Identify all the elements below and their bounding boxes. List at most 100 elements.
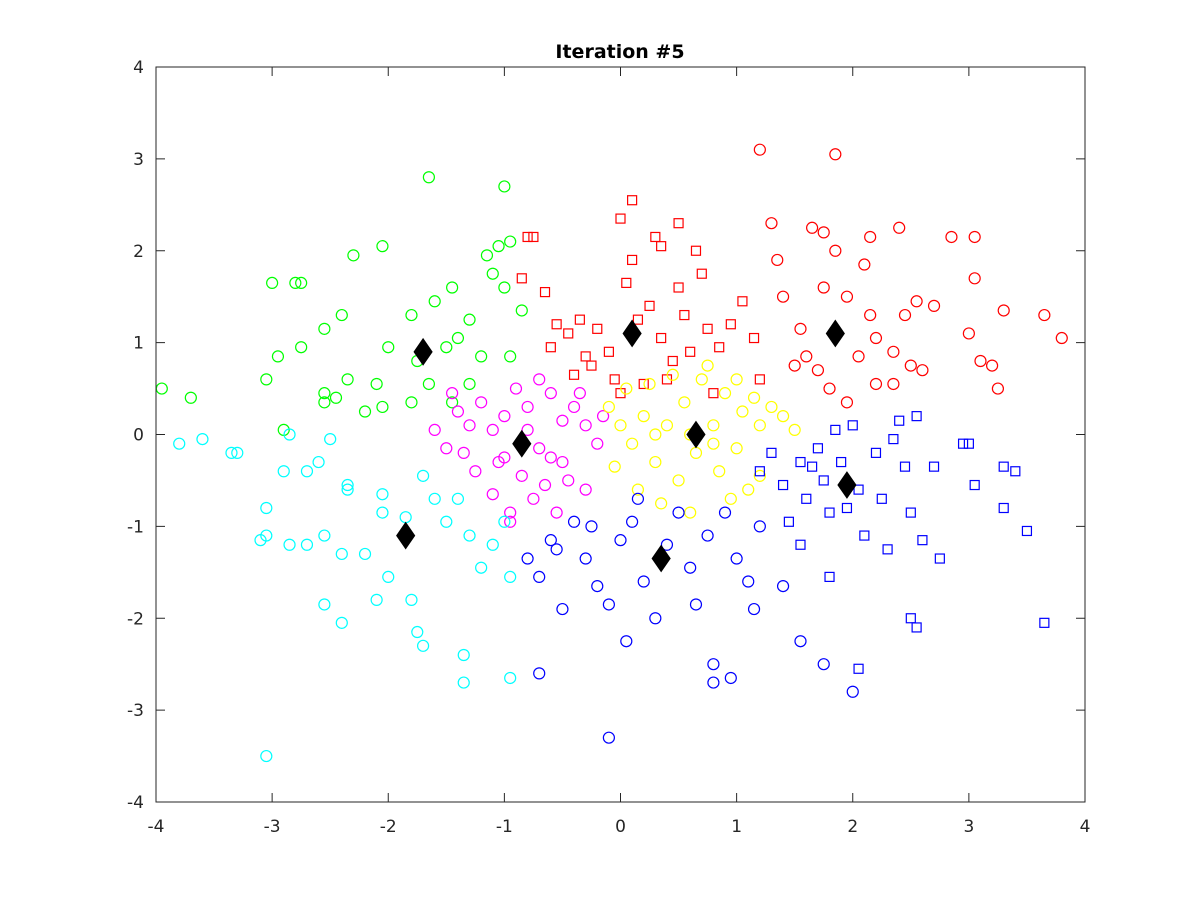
data-point bbox=[840, 290, 854, 303]
data-point bbox=[736, 405, 749, 418]
data-point bbox=[621, 277, 632, 289]
data-point bbox=[509, 382, 523, 395]
data-point bbox=[638, 378, 649, 390]
data-point bbox=[806, 221, 819, 234]
data-point bbox=[376, 488, 389, 501]
data-point bbox=[730, 442, 743, 455]
data-point bbox=[544, 387, 557, 400]
data-point bbox=[528, 231, 539, 243]
centroid-marker bbox=[512, 429, 532, 458]
data-point bbox=[428, 295, 441, 308]
data-point bbox=[864, 308, 877, 322]
data-point bbox=[416, 639, 430, 652]
data-point bbox=[440, 442, 453, 455]
data-point bbox=[742, 575, 755, 588]
data-point bbox=[283, 428, 296, 441]
data-point bbox=[753, 419, 766, 432]
data-point bbox=[934, 553, 945, 564]
data-point bbox=[724, 671, 737, 685]
data-point bbox=[602, 598, 615, 611]
data-point bbox=[852, 350, 865, 363]
data-point bbox=[841, 502, 853, 514]
data-point bbox=[649, 612, 662, 625]
data-point bbox=[650, 231, 661, 243]
data-point bbox=[870, 447, 882, 458]
data-point bbox=[405, 593, 418, 606]
data-point bbox=[567, 515, 581, 528]
data-point bbox=[486, 267, 499, 280]
data-point bbox=[446, 396, 459, 409]
data-point bbox=[714, 342, 725, 353]
data-point bbox=[585, 520, 598, 533]
data-point bbox=[271, 350, 285, 363]
data-point bbox=[701, 359, 714, 372]
data-point bbox=[579, 419, 592, 432]
data-point bbox=[574, 314, 585, 325]
data-point bbox=[660, 419, 674, 432]
data-point bbox=[492, 240, 505, 253]
data-point bbox=[608, 460, 621, 473]
data-point bbox=[422, 377, 435, 391]
x-tick-label: 3 bbox=[963, 817, 974, 837]
data-point bbox=[620, 635, 633, 648]
data-point bbox=[544, 451, 557, 464]
data-point bbox=[817, 281, 830, 294]
data-point bbox=[904, 359, 917, 372]
data-point bbox=[963, 438, 974, 449]
data-point bbox=[858, 258, 871, 271]
data-point bbox=[911, 622, 922, 633]
data-point bbox=[463, 377, 476, 391]
data-point bbox=[718, 387, 732, 400]
data-point bbox=[463, 419, 476, 432]
data-point bbox=[869, 331, 883, 345]
data-point bbox=[592, 323, 603, 334]
data-point bbox=[718, 506, 732, 519]
centroid-marker bbox=[622, 319, 642, 348]
data-point bbox=[968, 272, 981, 285]
data-point bbox=[998, 502, 1009, 514]
data-point bbox=[679, 309, 690, 321]
data-point bbox=[457, 446, 470, 459]
data-point bbox=[898, 308, 912, 322]
data-point bbox=[260, 501, 273, 515]
data-point bbox=[753, 520, 766, 533]
data-point bbox=[800, 350, 813, 363]
data-point bbox=[563, 328, 574, 339]
data-point bbox=[579, 552, 592, 565]
data-point bbox=[318, 598, 331, 611]
data-point bbox=[974, 354, 987, 368]
data-point bbox=[370, 377, 383, 391]
data-point bbox=[498, 180, 511, 193]
data-point bbox=[463, 529, 476, 542]
data-point bbox=[927, 299, 941, 312]
data-point bbox=[539, 286, 551, 298]
centroid-marker bbox=[396, 521, 416, 550]
data-point bbox=[341, 483, 354, 496]
data-point bbox=[405, 308, 418, 322]
data-point bbox=[318, 529, 331, 542]
data-point bbox=[341, 373, 354, 386]
data-point bbox=[231, 446, 244, 459]
data-point bbox=[818, 475, 829, 486]
data-point bbox=[504, 515, 517, 528]
data-point bbox=[609, 374, 620, 385]
data-point bbox=[376, 400, 389, 414]
data-point bbox=[475, 396, 488, 409]
data-point bbox=[656, 332, 667, 344]
data-point bbox=[957, 438, 969, 449]
data-point bbox=[440, 515, 453, 528]
data-point bbox=[945, 230, 958, 244]
data-point bbox=[475, 350, 488, 363]
data-point bbox=[725, 319, 736, 330]
data-point bbox=[730, 552, 743, 565]
data-point bbox=[300, 538, 314, 551]
data-point bbox=[620, 382, 633, 395]
data-point bbox=[702, 323, 713, 334]
data-point bbox=[905, 613, 916, 624]
data-point bbox=[742, 483, 755, 496]
data-point bbox=[515, 304, 528, 317]
data-point bbox=[672, 474, 685, 487]
centroid-markers bbox=[396, 319, 857, 573]
data-point bbox=[486, 488, 499, 501]
